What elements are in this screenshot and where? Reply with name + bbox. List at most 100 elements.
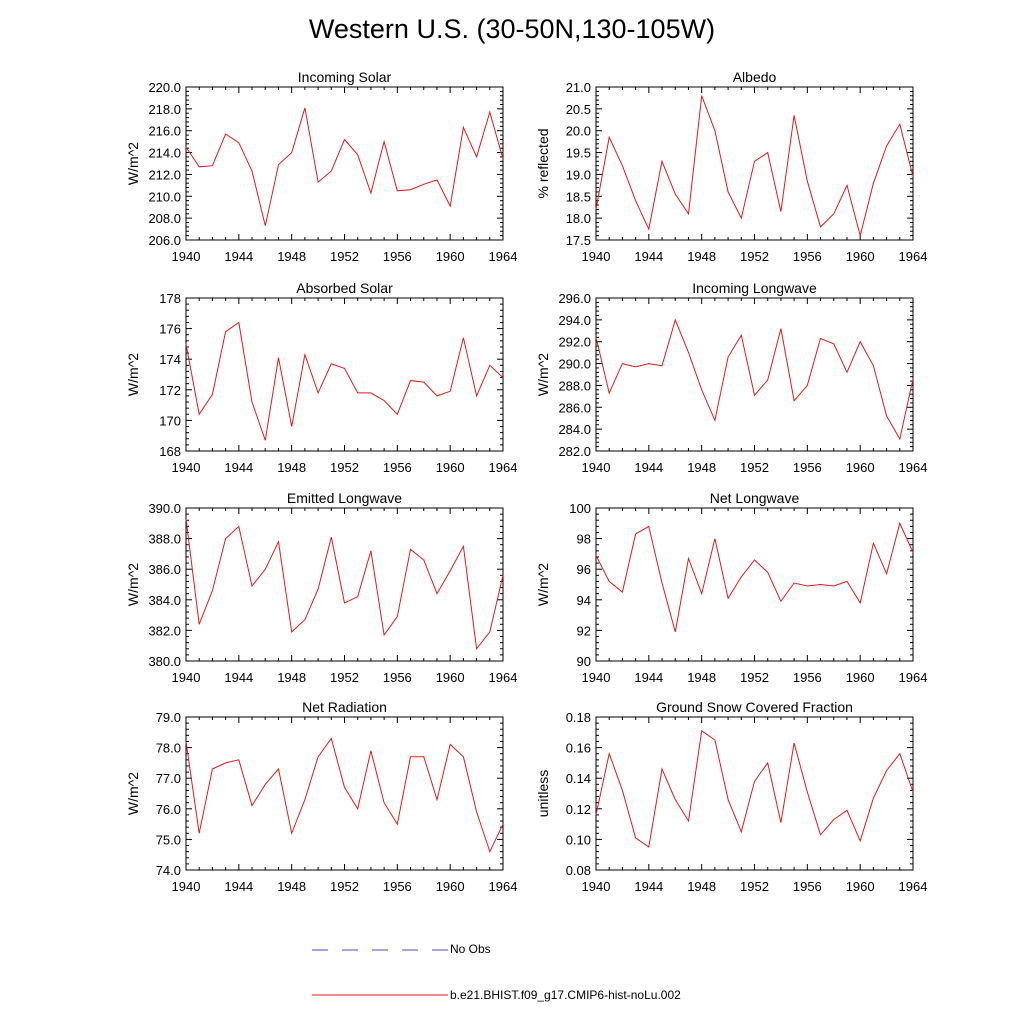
y-tick-label: 174 [159, 352, 181, 367]
y-tick-label: 286.0 [558, 400, 591, 415]
y-tick-label: 290.0 [558, 357, 591, 372]
x-tick-label: 1944 [224, 249, 253, 264]
x-tick-label: 1948 [687, 249, 716, 264]
y-axis-label: W/m^2 [125, 142, 141, 185]
y-tick-label: 77.0 [156, 771, 181, 786]
y-tick-label: 90 [577, 654, 591, 669]
x-tick-label: 1948 [687, 879, 716, 894]
y-tick-label: 0.12 [566, 802, 591, 817]
x-tick-label: 1940 [582, 670, 611, 685]
y-tick-label: 20.5 [566, 102, 591, 117]
series-line [185, 518, 504, 651]
x-tick-label: 1948 [277, 670, 306, 685]
panel-2: 1940 1944 1948 1952 1956 1960 1964 168 170 172 174… [125, 280, 517, 475]
y-tick-label: 390.0 [148, 501, 181, 516]
y-tick-label: 98 [577, 532, 591, 547]
plot-frame [595, 297, 914, 452]
panel-title: Absorbed Solar [296, 280, 393, 296]
y-tick-label: 0.18 [566, 710, 591, 725]
y-tick-label: 386.0 [148, 562, 181, 577]
x-tick-label: 1964 [489, 670, 518, 685]
x-tick-label: 1952 [740, 460, 769, 475]
panel-title: Incoming Solar [298, 69, 392, 85]
y-tick-label: 210.0 [148, 189, 181, 204]
y-tick-label: 296.0 [558, 291, 591, 306]
x-tick-label: 1944 [634, 249, 663, 264]
panel-5: 1940 1944 1948 1952 1956 1960 1964 90 92 94 96 98 10… [535, 490, 927, 685]
y-tick-label: 18.5 [566, 189, 591, 204]
y-tick-label: 0.16 [566, 741, 591, 756]
series-line [595, 521, 914, 633]
y-tick-label: 170 [159, 413, 181, 428]
y-tick-label: 208.0 [148, 211, 181, 226]
legend-line-no-obs [312, 949, 448, 951]
x-tick-label: 1960 [846, 249, 875, 264]
panel-title: Net Longwave [710, 490, 800, 506]
plot-frame [595, 507, 914, 662]
series-line [595, 318, 914, 441]
y-tick-label: 178 [159, 291, 181, 306]
y-tick-label: 294.0 [558, 313, 591, 328]
series-line [595, 729, 914, 848]
y-tick-label: 384.0 [148, 593, 181, 608]
x-tick-label: 1940 [172, 249, 201, 264]
y-axis-label: % reflected [535, 128, 551, 198]
x-tick-label: 1960 [436, 670, 465, 685]
y-tick-label: 18.0 [566, 211, 591, 226]
plot-frame [595, 716, 914, 871]
x-tick-label: 1964 [899, 249, 928, 264]
x-tick-label: 1952 [330, 249, 359, 264]
series-line [185, 321, 504, 441]
x-tick-label: 1960 [846, 670, 875, 685]
x-tick-label: 1956 [793, 460, 822, 475]
y-tick-label: 168 [159, 444, 181, 459]
x-tick-label: 1948 [277, 249, 306, 264]
x-tick-label: 1940 [172, 460, 201, 475]
x-tick-label: 1960 [846, 879, 875, 894]
x-tick-label: 1952 [330, 460, 359, 475]
y-tick-label: 74.0 [156, 863, 181, 878]
legend-line-model [312, 994, 448, 996]
y-tick-label: 17.5 [566, 233, 591, 248]
y-tick-label: 284.0 [558, 422, 591, 437]
x-tick-label: 1964 [489, 879, 518, 894]
x-tick-label: 1960 [436, 249, 465, 264]
y-tick-label: 282.0 [558, 444, 591, 459]
y-tick-label: 206.0 [148, 233, 181, 248]
series-line [185, 107, 504, 226]
y-tick-label: 218.0 [148, 102, 181, 117]
x-tick-label: 1940 [172, 670, 201, 685]
figure-title: Western U.S. (30-50N,130-105W) [308, 14, 716, 44]
x-tick-label: 1952 [330, 879, 359, 894]
y-tick-label: 292.0 [558, 335, 591, 350]
x-tick-label: 1948 [687, 670, 716, 685]
panel-7: 1940 1944 1948 1952 1956 1960 1964 0.08 0.10 0.12… [535, 699, 927, 894]
x-tick-label: 1944 [224, 670, 253, 685]
x-tick-label: 1940 [582, 879, 611, 894]
y-tick-label: 19.5 [566, 146, 591, 161]
panel-1: 1940 1944 1948 1952 1956 1960 1964 17.5 18.0 18.5… [535, 69, 927, 264]
x-tick-label: 1944 [224, 879, 253, 894]
y-tick-label: 212.0 [148, 167, 181, 182]
x-tick-label: 1956 [793, 879, 822, 894]
y-axis-label: W/m^2 [125, 563, 141, 606]
panel-0: 1940 1944 1948 1952 1956 1960 1964 206.0 208.0 21… [125, 69, 517, 264]
x-tick-label: 1948 [277, 879, 306, 894]
x-tick-label: 1964 [489, 249, 518, 264]
x-tick-label: 1956 [383, 879, 412, 894]
x-tick-label: 1964 [899, 879, 928, 894]
x-tick-label: 1960 [436, 460, 465, 475]
plot-frame [185, 86, 504, 241]
x-tick-label: 1948 [277, 460, 306, 475]
x-tick-label: 1940 [582, 249, 611, 264]
x-tick-label: 1940 [172, 879, 201, 894]
y-tick-label: 19.0 [566, 167, 591, 182]
x-tick-label: 1956 [383, 460, 412, 475]
y-tick-label: 100 [569, 501, 591, 516]
y-tick-label: 20.0 [566, 124, 591, 139]
x-tick-label: 1956 [383, 249, 412, 264]
panel-3: 1940 1944 1948 1952 1956 1960 1964 282.0 284.0 28… [535, 280, 927, 475]
y-tick-label: 380.0 [148, 654, 181, 669]
y-tick-label: 172 [159, 383, 181, 398]
